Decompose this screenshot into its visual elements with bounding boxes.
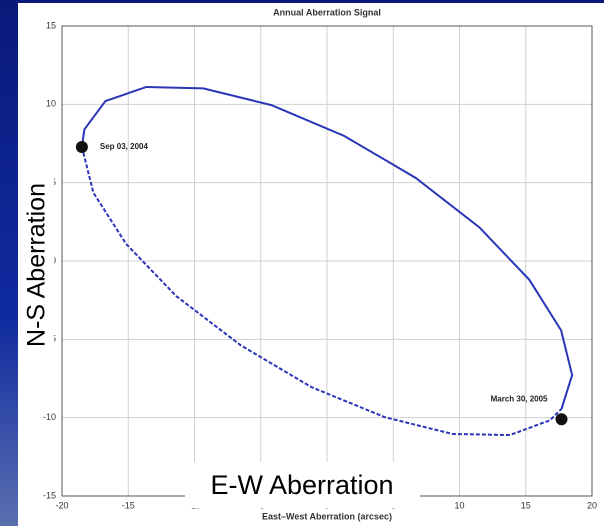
event-point: [556, 413, 568, 425]
x-tick-label: -15: [122, 500, 135, 510]
y-overlay-label: N-S Aberration: [23, 183, 51, 347]
y-tick-label: 10: [46, 99, 56, 109]
y-tick-label: -10: [43, 412, 56, 422]
point-label: March 30, 2005: [491, 394, 548, 403]
y-tick-label: 15: [46, 20, 56, 30]
event-point: [76, 141, 88, 153]
x-overlay-label: E-W Aberration: [210, 470, 393, 500]
slide: Annual Aberration Signal East–West Aberr…: [0, 0, 604, 526]
x-tick-label: 10: [454, 500, 464, 510]
y-tick-label: -15: [43, 490, 56, 500]
x-axis-label: East–West Aberration (arcsec): [262, 511, 392, 521]
x-tick-label: -20: [55, 500, 68, 510]
x-tick-label: 20: [587, 500, 597, 510]
x-tick-label: 15: [521, 500, 531, 510]
point-label: Sep 03, 2004: [100, 142, 149, 151]
chart-title: Annual Aberration Signal: [273, 7, 381, 17]
